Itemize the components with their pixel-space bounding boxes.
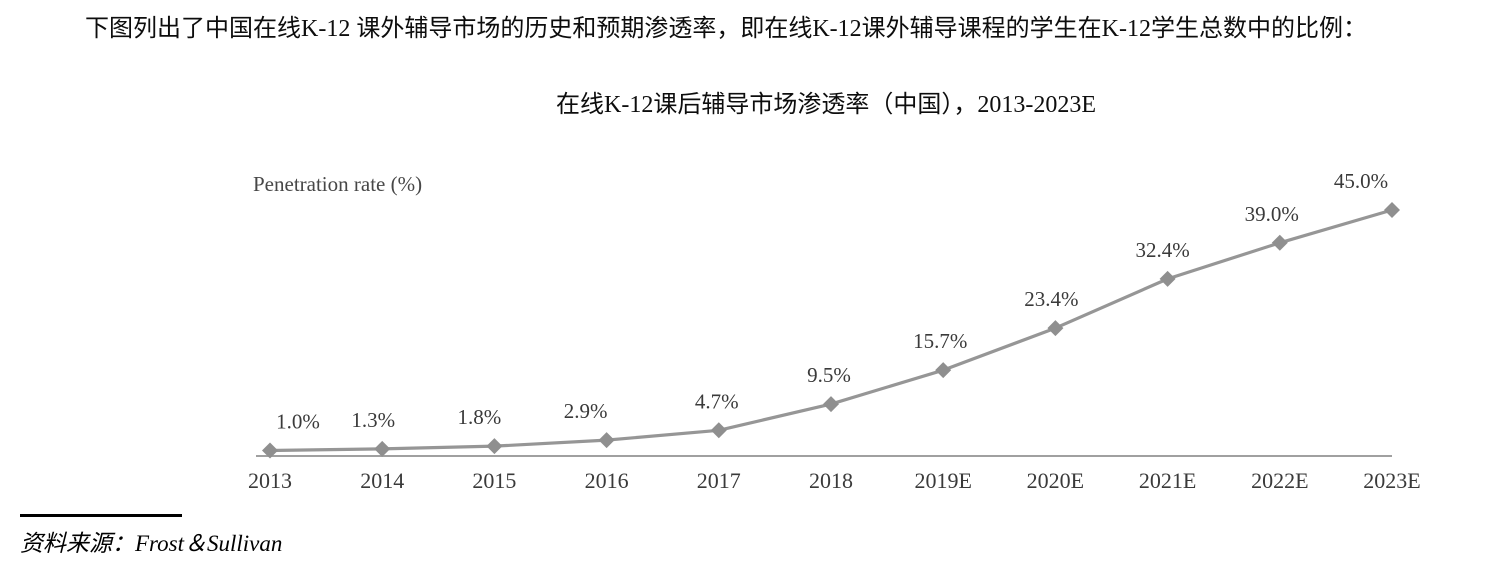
data-point-marker — [935, 362, 952, 379]
data-point-label: 39.0% — [1245, 202, 1299, 226]
chart-title: 在线K-12课后辅导市场渗透率（中国），2013-2023E — [556, 92, 1096, 118]
data-point-label: 2.9% — [564, 399, 608, 423]
x-tick-label: 2019E — [914, 468, 971, 493]
data-point-marker — [1384, 202, 1400, 218]
data-point-marker — [710, 422, 727, 439]
source-divider-line — [20, 514, 182, 517]
data-point-marker — [598, 432, 615, 449]
data-point-label: 1.0% — [276, 410, 320, 434]
data-point-label: 23.4% — [1024, 287, 1078, 311]
data-point-marker — [1047, 320, 1064, 337]
data-point-label: 1.8% — [458, 405, 502, 429]
data-point-label: 15.7% — [913, 329, 967, 353]
x-tick-label: 2014 — [360, 468, 404, 493]
data-point-marker — [1159, 270, 1176, 287]
x-tick-label: 2013 — [248, 468, 292, 493]
x-tick-label: 2022E — [1251, 468, 1308, 493]
x-tick-label: 2021E — [1139, 468, 1196, 493]
data-point-label: 4.7% — [695, 389, 739, 413]
data-point-marker — [1271, 234, 1288, 251]
source-note: 资料来源：Frost＆Sullivan — [20, 531, 283, 556]
trend-line — [269, 208, 1393, 453]
x-tick-label: 2015 — [472, 468, 516, 493]
data-point-marker — [262, 442, 278, 459]
data-point-marker — [486, 438, 503, 455]
x-tick-label: 2016 — [585, 468, 629, 493]
x-tick-label: 2023E — [1363, 468, 1420, 493]
data-point-label: 9.5% — [807, 363, 851, 387]
data-point-label: 1.3% — [351, 408, 395, 432]
y-axis-label: Penetration rate (%) — [253, 172, 423, 196]
data-point-marker — [374, 440, 391, 457]
x-tick-label: 2017 — [697, 468, 741, 493]
x-tick-label: 2020E — [1027, 468, 1084, 493]
data-point-label: 45.0% — [1334, 169, 1388, 193]
data-point-label: 32.4% — [1135, 238, 1189, 262]
x-tick-label: 2018 — [809, 468, 853, 493]
data-point-marker — [823, 396, 839, 413]
intro-text: 下图列出了中国在线K-12 课外辅导市场的历史和预期渗透率，即在线K-12课外辅… — [85, 16, 1367, 42]
